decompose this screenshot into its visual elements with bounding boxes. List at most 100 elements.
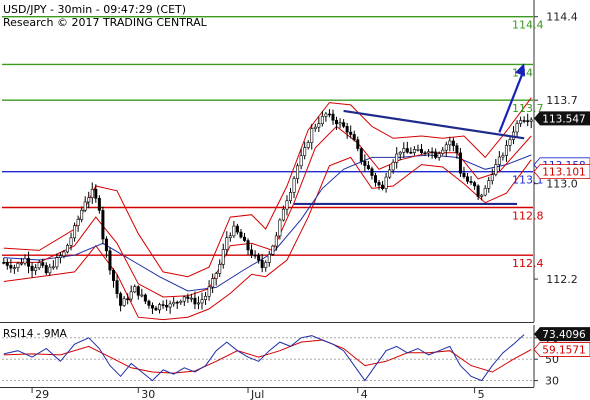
y-tick-label-113.7: 113.7 [546,94,578,107]
candle-body [515,123,519,133]
candle-body [278,219,282,237]
candle-body [526,120,530,122]
candle-body [349,131,353,135]
candle-body [444,144,448,151]
candle-body [320,116,324,124]
candle-body [529,119,533,122]
candle-body [253,254,257,257]
candle-body [434,151,438,158]
rsi-moving-average-line [3,339,532,374]
candle-body [150,305,154,309]
candle-body [430,151,434,154]
candle-body [508,139,512,146]
candle-body [423,152,427,155]
rsi-y-tick-label-30: 30 [545,375,559,388]
candle-body [246,240,250,251]
rsi-panel-title: RSI14 - 9MA [3,328,68,340]
candle-body [398,151,402,155]
candle-body [51,266,55,269]
price-tag-113.101 [533,164,590,180]
candle-body [37,262,41,269]
bollinger-lower-band [3,156,532,321]
candle-body [285,200,289,210]
candle-body [115,280,119,294]
candle-body [41,262,45,266]
candle-body [466,176,470,182]
candle-body [58,255,62,258]
x-tick-label-Jul: Jul [250,388,264,400]
x-tick-label-30: 30 [141,388,155,400]
candle-body [458,152,462,174]
candle-body [473,182,477,187]
candle-body [327,113,331,116]
candle-body [90,188,94,198]
candle-body [296,165,300,179]
candle-body [416,149,420,151]
candle-body [441,149,445,154]
rsi-value-tag-label: 73.4096 [542,329,586,341]
price-tag-label-113.101: 113.101 [542,167,585,179]
level-label-114.4: 114.4 [512,19,544,32]
candle-body [147,300,151,306]
axis-labels: 112.2113.0113.7114.4113.547113.158113.10… [3,11,590,400]
candle-body [412,149,416,153]
price-tag-label-113.547: 113.547 [542,113,585,125]
chart-copyright: Research © 2017 TRADING CENTRAL [3,16,208,29]
rsi-plot-area [2,334,533,382]
candle-body [165,304,169,308]
candle-body [419,149,423,154]
candle-body [335,119,339,125]
candle-body [494,164,498,175]
candle-body [264,262,268,268]
rsi-ma-value-tag [533,342,590,357]
candle-body [27,258,31,267]
candle-body [179,300,183,303]
candle-body [140,294,144,297]
candle-body [476,185,480,197]
candle-body [225,237,229,250]
candle-body [391,161,395,171]
candle-body [451,140,455,146]
candle-body [310,128,314,143]
candle-body [122,298,126,306]
candle-body [359,148,363,162]
candle-body [161,304,165,306]
level-label-112.4: 112.4 [512,257,544,270]
candle-body [136,286,140,296]
candle-body [87,197,91,203]
candle-body [409,151,413,154]
x-tick-label-29: 29 [35,388,49,400]
candle-body [363,161,367,166]
candle-body [501,155,505,158]
candle-body [9,265,13,269]
candle-body [239,231,243,238]
candle-body [186,296,190,299]
candle-body [211,278,215,288]
candle-body [196,302,200,305]
candle-body [395,153,399,163]
candle-body [250,249,254,256]
y-tick-label-114.4: 114.4 [546,11,578,24]
target-arrow-head [515,63,526,77]
candle-body [405,148,409,153]
candle-body [373,175,377,183]
candle-body [12,267,16,269]
x-tick-label-4: 4 [361,388,368,400]
candle-body [94,188,98,199]
candle-body [402,148,406,153]
price-tag-113.547 [534,111,590,126]
candle-body [193,297,197,305]
candle-body [228,235,232,238]
candle-body [324,113,328,117]
candle-body [338,122,342,125]
candle-body [292,178,296,193]
rsi-line [3,334,525,382]
candle-body [112,269,116,281]
chart-title: USD/JPY - 30min - 09:47:29 (CET) [3,3,186,16]
candle-body [5,262,9,266]
moving-average-blue [3,154,532,292]
candle-body [260,260,264,268]
candle-body [522,120,526,122]
candle-body [497,156,501,165]
